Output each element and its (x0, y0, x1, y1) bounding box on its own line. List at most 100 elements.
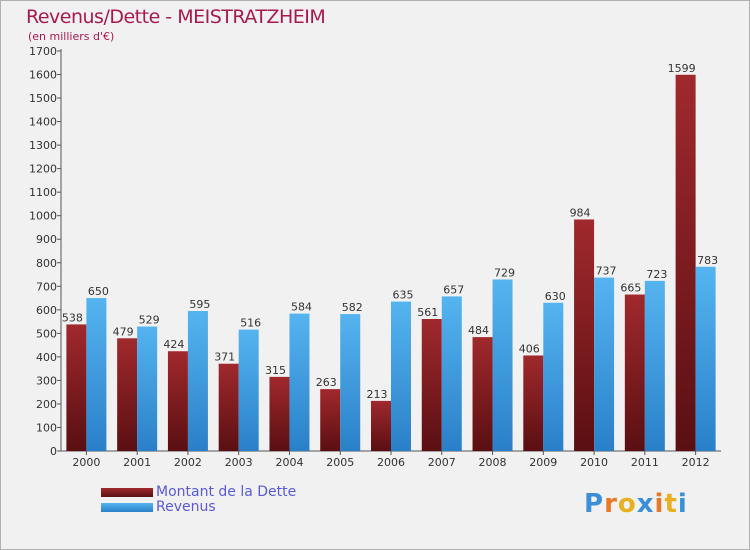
logo-letter: x (636, 489, 655, 519)
data-label-revenue: 723 (646, 268, 667, 281)
y-tick-label: 1100 (29, 186, 57, 199)
y-tick-label: 600 (36, 304, 57, 317)
y-tick-label: 300 (36, 374, 57, 387)
data-label-debt: 984 (570, 206, 591, 219)
data-label-debt: 479 (113, 325, 134, 338)
chart-unit-label: (en milliers d'€) (28, 30, 115, 43)
bar-debt (523, 355, 544, 451)
bar-revenue (137, 326, 158, 451)
data-label-revenue: 737 (596, 265, 617, 278)
data-label-revenue: 657 (443, 283, 464, 296)
x-tick-label: 2004 (275, 456, 303, 469)
x-tick-label: 2000 (72, 456, 100, 469)
bar-revenue (441, 296, 462, 451)
y-tick-label: 1600 (29, 69, 57, 82)
data-label-debt: 315 (265, 364, 286, 377)
bar-debt (371, 400, 391, 451)
x-tick-label: 2001 (123, 456, 151, 469)
y-tick-label: 1300 (29, 139, 57, 152)
legend-swatch-revenue (101, 503, 153, 512)
data-label-debt: 263 (316, 376, 337, 389)
data-label-revenue: 582 (342, 301, 363, 314)
data-label-revenue: 516 (240, 317, 261, 330)
chart-bars (66, 74, 716, 451)
y-tick-label: 500 (36, 327, 57, 340)
bar-revenue (492, 279, 513, 451)
logo-letter: r (604, 489, 618, 519)
data-label-revenue: 729 (494, 266, 515, 279)
bar-debt (218, 363, 239, 451)
bar-revenue (86, 298, 107, 451)
data-label-debt: 424 (163, 338, 184, 351)
bar-debt (421, 319, 442, 451)
bar-debt (624, 294, 645, 451)
data-label-debt: 665 (620, 282, 641, 295)
logo-letter: t (664, 489, 678, 519)
bar-revenue (238, 329, 259, 451)
bar-revenue (340, 314, 361, 451)
y-tick-label: 700 (36, 280, 57, 293)
y-tick-label: 800 (36, 257, 57, 270)
data-label-revenue: 630 (545, 290, 566, 303)
x-tick-label: 2009 (529, 456, 557, 469)
logo-letter: o (617, 489, 637, 519)
bar-revenue (391, 301, 411, 451)
x-tick-label: 2008 (479, 456, 507, 469)
legend-swatch-debt (101, 488, 153, 497)
data-label-debt: 213 (367, 388, 388, 401)
data-label-debt: 1599 (668, 62, 696, 75)
bar-debt (269, 376, 290, 451)
logo-letter: i (677, 489, 688, 519)
bar-debt (66, 324, 87, 451)
y-tick-label: 1500 (29, 92, 57, 105)
logo-letter: P (584, 489, 605, 519)
bar-revenue (695, 266, 716, 451)
y-tick-label: 1000 (29, 210, 57, 223)
data-label-revenue: 650 (88, 285, 109, 298)
data-label-revenue: 595 (189, 298, 210, 311)
x-tick-label: 2007 (428, 456, 456, 469)
data-label-revenue: 584 (291, 301, 312, 314)
x-tick-label: 2012 (682, 456, 710, 469)
bar-debt (675, 74, 696, 451)
data-label-debt: 561 (417, 306, 438, 319)
y-tick-label: 1400 (29, 116, 57, 129)
x-tick-label: 2003 (225, 456, 253, 469)
bar-debt (574, 219, 595, 451)
y-tick-label: 0 (50, 445, 57, 458)
data-label-debt: 538 (62, 311, 83, 324)
x-tick-label: 2005 (326, 456, 354, 469)
proxiti-logo: Proxiti (584, 489, 688, 519)
data-label-revenue: 635 (393, 289, 414, 302)
legend-label-revenue: Revenus (156, 499, 216, 515)
data-label-debt: 406 (519, 342, 540, 355)
chart-title: Revenus/Dette - MEISTRATZHEIM (26, 6, 326, 28)
bar-revenue (289, 313, 310, 451)
y-tick-label: 900 (36, 233, 57, 246)
y-tick-label: 1700 (29, 45, 57, 58)
y-tick-label: 200 (36, 398, 57, 411)
x-tick-label: 2006 (377, 456, 405, 469)
x-tick-label: 2010 (580, 456, 608, 469)
x-tick-label: 2002 (174, 456, 202, 469)
bar-revenue (543, 302, 564, 451)
bar-debt (472, 337, 493, 451)
bar-revenue (594, 277, 615, 451)
data-label-revenue: 783 (697, 254, 718, 267)
data-label-revenue: 529 (139, 314, 160, 327)
y-tick-label: 400 (36, 351, 57, 364)
bar-revenue (644, 280, 665, 451)
y-tick-label: 100 (36, 421, 57, 434)
bar-debt (167, 351, 188, 451)
bar-revenue (187, 311, 208, 451)
data-label-debt: 371 (214, 351, 235, 364)
x-tick-label: 2011 (631, 456, 659, 469)
logo-letter: i (654, 489, 665, 519)
bar-debt (117, 338, 138, 451)
data-label-debt: 484 (468, 324, 489, 337)
y-tick-label: 1200 (29, 163, 57, 176)
legend-label-debt: Montant de la Dette (156, 484, 297, 500)
